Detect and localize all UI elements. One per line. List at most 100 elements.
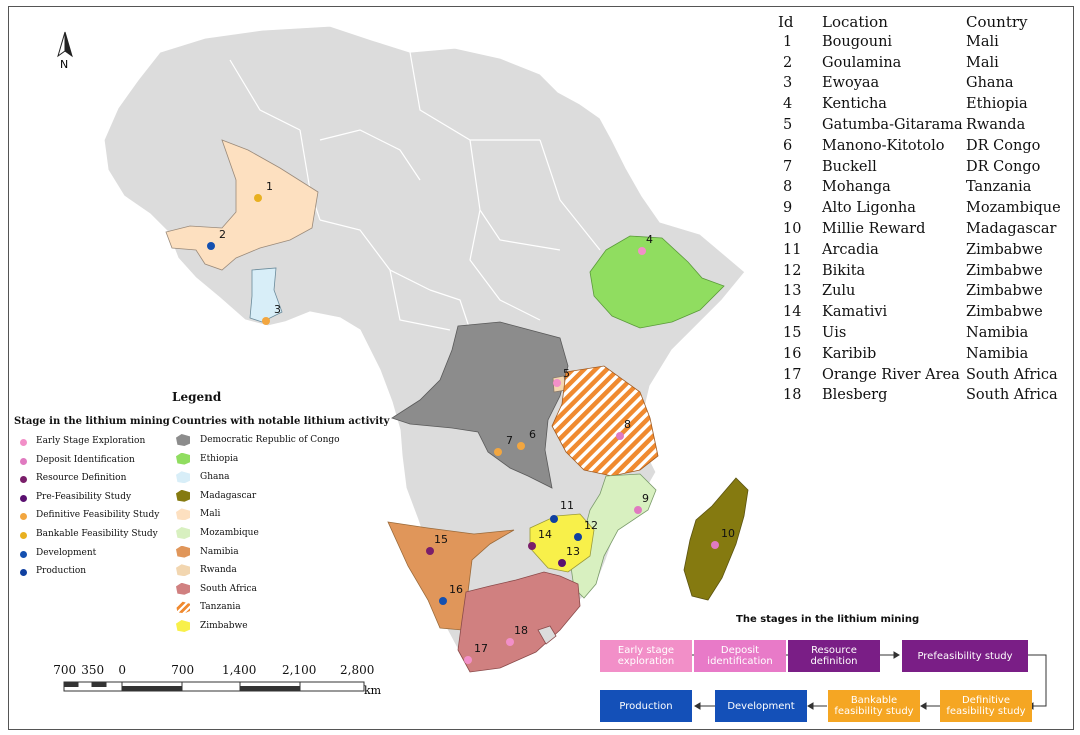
stage-dot-icon bbox=[20, 550, 27, 558]
cell-country: Mozambique bbox=[966, 200, 1061, 217]
country-south-africa bbox=[457, 571, 581, 673]
deposit-marker-label: 15 bbox=[434, 533, 448, 546]
cell-country: South Africa bbox=[966, 387, 1058, 404]
stage-dot-icon bbox=[20, 476, 27, 484]
country-swatch-icon bbox=[176, 508, 190, 521]
deposit-marker-label: 4 bbox=[646, 233, 653, 246]
cell-location: Alto Ligonha bbox=[822, 200, 916, 217]
scale-label: 0 bbox=[118, 663, 127, 677]
deposit-marker-label: 7 bbox=[506, 434, 513, 447]
country-borders bbox=[229, 51, 601, 331]
cell-country: Madagascar bbox=[966, 220, 1057, 237]
country-madagascar bbox=[683, 477, 749, 601]
deposit-marker bbox=[550, 515, 558, 523]
cell-country: Namibia bbox=[966, 345, 1029, 362]
stage-flow-box: Resource definition bbox=[788, 640, 880, 672]
country-legend-header: Countries with notable lithium activity bbox=[172, 416, 390, 427]
country-ghana bbox=[249, 267, 283, 323]
country-legend-label: Rwanda bbox=[200, 565, 237, 576]
cell-location: Kamativi bbox=[822, 304, 888, 321]
country-legend-label: Namibia bbox=[200, 546, 239, 557]
scale-bar bbox=[63, 681, 365, 692]
scale-unit: km bbox=[364, 684, 382, 697]
cell-country: Rwanda bbox=[966, 116, 1026, 133]
country-legend-label: Mali bbox=[200, 509, 221, 520]
cell-id: 6 bbox=[783, 137, 793, 154]
cell-location: Orange River Area bbox=[822, 366, 960, 383]
deposit-marker bbox=[439, 597, 447, 605]
stage-flow-box: Production bbox=[600, 690, 692, 722]
deposit-marker bbox=[506, 638, 514, 646]
deposit-marker bbox=[528, 542, 536, 550]
country-swatch-icon bbox=[176, 471, 190, 484]
lesotho bbox=[537, 625, 557, 645]
cell-location: Buckell bbox=[822, 158, 877, 175]
deposit-marker-label: 10 bbox=[721, 527, 735, 540]
stage-legend-label: Resource Definition bbox=[36, 473, 127, 484]
country-namibia bbox=[387, 521, 515, 631]
country-legend-label: Ethiopia bbox=[200, 453, 239, 464]
country-legend-label: Madagascar bbox=[200, 490, 257, 501]
stage-dot-icon bbox=[20, 494, 27, 502]
cell-country: South Africa bbox=[966, 366, 1058, 383]
deposit-marker-label: 17 bbox=[474, 642, 488, 655]
cell-id: 9 bbox=[783, 200, 793, 217]
stage-legend-label: Deposit Identification bbox=[36, 454, 135, 465]
cell-country: Mali bbox=[966, 33, 999, 50]
deposit-marker-label: 11 bbox=[560, 499, 574, 512]
deposit-marker-label: 8 bbox=[624, 418, 631, 431]
stage-dot-icon bbox=[20, 457, 27, 465]
cell-location: Karibib bbox=[822, 345, 877, 362]
deposit-marker-label: 9 bbox=[642, 492, 649, 505]
cell-id: 1 bbox=[783, 33, 793, 50]
deposit-marker bbox=[517, 442, 525, 450]
cell-country: Namibia bbox=[966, 324, 1029, 341]
header-id: Id bbox=[778, 13, 794, 31]
cell-country: DR Congo bbox=[966, 137, 1041, 154]
north-label: N bbox=[60, 58, 69, 71]
stage-legend-label: Production bbox=[36, 566, 87, 577]
cell-country: Zimbabwe bbox=[966, 241, 1043, 258]
cell-id: 13 bbox=[783, 283, 802, 300]
stage-legend-label: Development bbox=[36, 547, 97, 558]
country-swatch-icon bbox=[176, 489, 190, 502]
deposit-marker-label: 2 bbox=[219, 228, 226, 241]
cell-country: Mali bbox=[966, 54, 999, 71]
cell-id: 12 bbox=[783, 262, 802, 279]
cell-id: 16 bbox=[783, 345, 802, 362]
stage-flow-box: Early stage exploration bbox=[600, 640, 692, 672]
cell-country: Zimbabwe bbox=[966, 262, 1043, 279]
deposit-marker-label: 16 bbox=[449, 583, 463, 596]
deposit-marker bbox=[207, 242, 215, 250]
country-swatch-icon bbox=[176, 582, 190, 595]
cell-id: 10 bbox=[783, 220, 802, 237]
cell-id: 7 bbox=[783, 158, 793, 175]
deposit-marker bbox=[616, 432, 624, 440]
cell-country: Ethiopia bbox=[966, 96, 1028, 113]
deposit-marker-label: 1 bbox=[266, 180, 273, 193]
cell-id: 8 bbox=[783, 179, 793, 196]
stage-legend-label: Early Stage Exploration bbox=[36, 436, 146, 446]
scale-label: 700 bbox=[171, 663, 195, 677]
country-legend-label: Tanzania bbox=[200, 602, 241, 613]
legend-title: Legend bbox=[172, 390, 222, 404]
deposit-marker bbox=[558, 559, 566, 567]
deposit-marker-label: 3 bbox=[274, 303, 281, 316]
stage-dot-icon bbox=[20, 439, 27, 446]
stage-dot-icon bbox=[20, 569, 27, 577]
country-legend-label: Mozambique bbox=[200, 528, 259, 538]
cell-id: 11 bbox=[783, 241, 802, 258]
country-swatch-icon bbox=[176, 527, 190, 539]
cell-location: Uis bbox=[822, 324, 847, 341]
cell-location: Goulamina bbox=[822, 54, 902, 71]
deposit-marker bbox=[494, 448, 502, 456]
country-zimbabwe bbox=[529, 513, 595, 573]
cell-id: 15 bbox=[783, 324, 802, 341]
cell-id: 2 bbox=[783, 54, 793, 71]
cell-country: Ghana bbox=[966, 75, 1014, 92]
cell-id: 18 bbox=[783, 387, 802, 404]
deposit-marker bbox=[426, 547, 434, 555]
cell-country: Zimbabwe bbox=[966, 304, 1043, 321]
